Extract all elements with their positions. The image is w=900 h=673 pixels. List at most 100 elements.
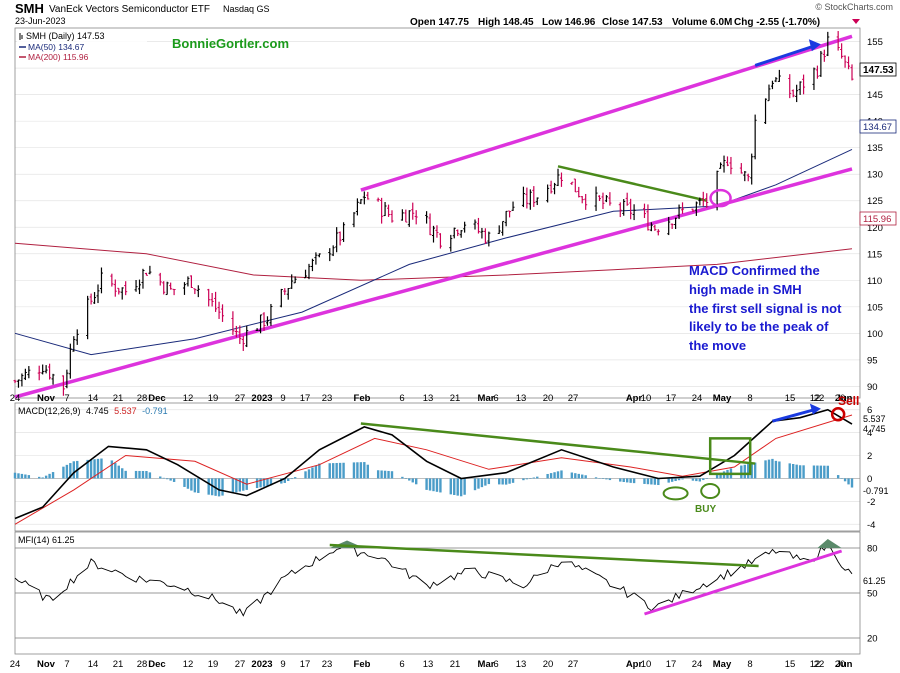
mfi-x-tick: Feb bbox=[354, 659, 371, 670]
ohlc-bar bbox=[705, 193, 709, 208]
price-y-tick: 130 bbox=[867, 170, 883, 181]
price-y-tick: 120 bbox=[867, 223, 883, 234]
ohlc-bar bbox=[362, 191, 366, 205]
macd-histogram-bar bbox=[553, 472, 556, 479]
macd-histogram-bar bbox=[501, 478, 504, 485]
chevron-down-icon[interactable] bbox=[852, 19, 860, 24]
macd-histogram-bar bbox=[549, 473, 553, 479]
mfi-x-tick: 17 bbox=[300, 659, 311, 670]
macd-histogram-bar bbox=[13, 472, 17, 479]
macd-histogram-bar bbox=[740, 465, 743, 479]
macd-histogram-bar bbox=[231, 478, 235, 494]
ohlc-bar bbox=[473, 219, 477, 230]
macd-tag-1: 5.537 bbox=[863, 414, 886, 424]
ohlc-bar bbox=[777, 69, 781, 82]
sell-circle bbox=[830, 407, 846, 422]
ohlc-bar bbox=[207, 288, 211, 307]
ohlc-bar bbox=[72, 336, 76, 352]
ohlc-bar bbox=[172, 288, 176, 296]
macd-histogram-bar bbox=[69, 463, 72, 479]
ohlc-bar bbox=[120, 287, 124, 300]
ohlc-bar bbox=[387, 204, 391, 217]
macd-histogram-bar bbox=[269, 478, 273, 486]
ohlc-bar bbox=[338, 231, 342, 246]
macd-histogram-bar bbox=[363, 462, 366, 479]
macd-histogram-bar bbox=[802, 465, 805, 479]
macd-histogram-bar bbox=[625, 478, 629, 483]
ohlc-bar bbox=[124, 281, 128, 296]
ohlc-bar bbox=[293, 276, 297, 284]
ohlc-bar bbox=[480, 227, 484, 239]
price-y-tick: 155 bbox=[867, 37, 883, 48]
macd-histogram-bar bbox=[463, 478, 466, 495]
macd-histogram-bar bbox=[428, 478, 432, 491]
macd-histogram-bar bbox=[186, 478, 190, 489]
ohlc-bar bbox=[767, 84, 771, 102]
macd-histogram-bar bbox=[338, 462, 342, 479]
ohlc-bar bbox=[559, 172, 563, 187]
chart-date: 23-Jun-2023 bbox=[15, 16, 66, 26]
mfi-legend: MFI(14) 61.25 bbox=[18, 535, 75, 545]
macd-histogram-bar bbox=[508, 478, 511, 484]
ohlc-bar bbox=[532, 186, 536, 207]
ohlc-bar bbox=[836, 31, 840, 51]
ohlc-bar bbox=[556, 168, 560, 187]
annotation-line-1: MACD Confirmed the bbox=[689, 263, 820, 278]
macd-histogram-bar bbox=[41, 477, 44, 479]
ticker-symbol: SMH bbox=[15, 1, 44, 16]
price-x-tick: 6 bbox=[493, 393, 498, 404]
macd-series bbox=[13, 403, 854, 525]
macd-histogram-bar bbox=[646, 478, 650, 485]
mfi-x-tick: 23 bbox=[322, 659, 333, 670]
mfi-x-tick: May bbox=[713, 659, 732, 670]
macd-histogram-bar bbox=[522, 478, 525, 481]
macd-histogram-bar bbox=[560, 470, 563, 479]
macd-histogram-bar bbox=[705, 478, 708, 479]
macd-histogram-bar bbox=[715, 474, 719, 479]
macd-histogram-bar bbox=[529, 478, 532, 479]
legend-box bbox=[17, 30, 147, 63]
price-x-tick: 24 bbox=[692, 393, 703, 404]
ohlc-bar bbox=[653, 224, 657, 231]
ohlc-bar bbox=[674, 217, 678, 230]
macd-histogram-bar bbox=[605, 478, 608, 480]
macd-histogram-bar bbox=[311, 467, 314, 479]
macd-arrow bbox=[772, 408, 816, 423]
macd-histogram-bar bbox=[556, 471, 560, 479]
ohlc-bar bbox=[449, 234, 453, 252]
ohlc-bar bbox=[739, 163, 743, 174]
ohlc-bar bbox=[753, 114, 757, 160]
low-value: Low 146.96 bbox=[542, 17, 596, 28]
macd-histogram-bar bbox=[767, 459, 771, 479]
ohlc-bar bbox=[549, 180, 553, 194]
annotation-line-5: the move bbox=[689, 338, 746, 353]
open-value: Open 147.75 bbox=[410, 17, 469, 28]
ohlc-bar bbox=[843, 55, 847, 68]
mfi-x-tick: 28 bbox=[137, 659, 148, 670]
ohlc-bar bbox=[290, 274, 294, 289]
ohlc-bar bbox=[764, 98, 768, 124]
macd-histogram-bar bbox=[159, 476, 162, 479]
ohlc-bar bbox=[656, 229, 660, 236]
ohlc-bar bbox=[65, 369, 69, 389]
macd-histogram-bar bbox=[477, 478, 480, 489]
ohlc-bar bbox=[667, 216, 671, 236]
macd-trend-line bbox=[360, 422, 756, 465]
ohlc-bar bbox=[138, 279, 142, 295]
mfi-x-tick: Jun bbox=[836, 659, 853, 670]
ohlc-bar bbox=[802, 74, 806, 95]
ohlc-bar bbox=[642, 203, 646, 219]
macd-histogram-bar bbox=[387, 470, 390, 479]
macd-histogram-bar bbox=[788, 463, 791, 479]
macd-histogram-bar bbox=[798, 465, 802, 479]
ohlc-bar bbox=[601, 192, 605, 210]
macd-histogram-bar bbox=[850, 478, 854, 488]
ohlc-bar bbox=[117, 287, 121, 295]
ohlc-bar bbox=[269, 303, 273, 326]
macd-histogram-bar bbox=[536, 476, 539, 479]
macd-histogram-bar bbox=[121, 468, 124, 479]
ohlc-bar bbox=[110, 273, 114, 287]
price-x-tick: 13 bbox=[423, 393, 434, 404]
price-arrow-head bbox=[808, 39, 821, 52]
ohlc-bar bbox=[314, 252, 318, 265]
